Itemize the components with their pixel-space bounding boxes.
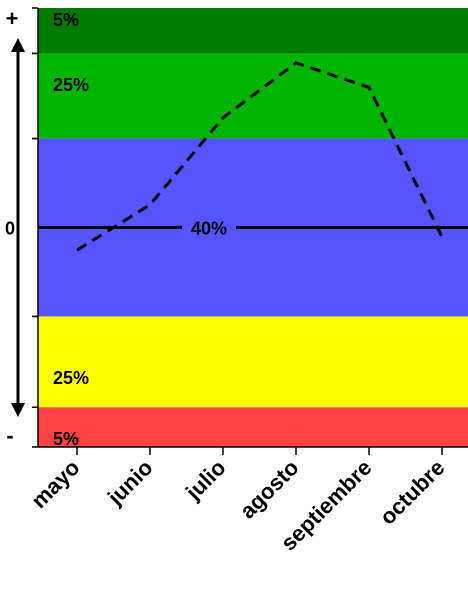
- band-label-4: 5%: [53, 429, 79, 449]
- y-marker-top: +: [6, 6, 19, 31]
- y-marker-bottom: -: [6, 423, 13, 448]
- band-4: [38, 407, 468, 447]
- band-label-1: 25%: [53, 75, 89, 95]
- y-markers: +0 -: [5, 6, 18, 448]
- band-label-3: 25%: [53, 368, 89, 388]
- band-label-0: 5%: [53, 10, 79, 30]
- x-tick-label-3: agosto: [235, 455, 304, 524]
- band-3: [38, 316, 468, 408]
- y-marker-zero: 0: [5, 219, 15, 239]
- series: [76, 61, 444, 252]
- band-0: [38, 8, 468, 54]
- x-tick-label-0: mayo: [26, 455, 84, 513]
- range-arrow-up-head: [11, 38, 25, 52]
- x-tick-label-1: junio: [102, 455, 158, 511]
- axes: [11, 7, 468, 455]
- band-label-bg-2: [182, 215, 236, 240]
- band-label-2: 40%: [191, 219, 227, 239]
- x-tick-label-2: julio: [180, 455, 230, 505]
- band-labels: 5% 25% 40% 25% 5%: [53, 10, 236, 449]
- range-arrow-down-head: [11, 403, 25, 417]
- x-tick-label-5: octubre: [375, 455, 450, 530]
